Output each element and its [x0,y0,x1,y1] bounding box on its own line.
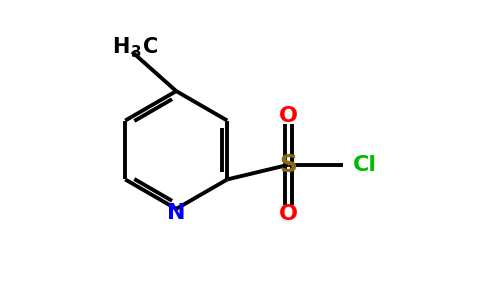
Text: S: S [280,153,298,177]
Text: 3: 3 [131,45,141,60]
Text: O: O [279,204,298,224]
Text: H: H [112,37,130,57]
Text: O: O [279,106,298,126]
Text: N: N [167,203,185,223]
Text: Cl: Cl [352,155,377,175]
Text: C: C [143,37,159,57]
